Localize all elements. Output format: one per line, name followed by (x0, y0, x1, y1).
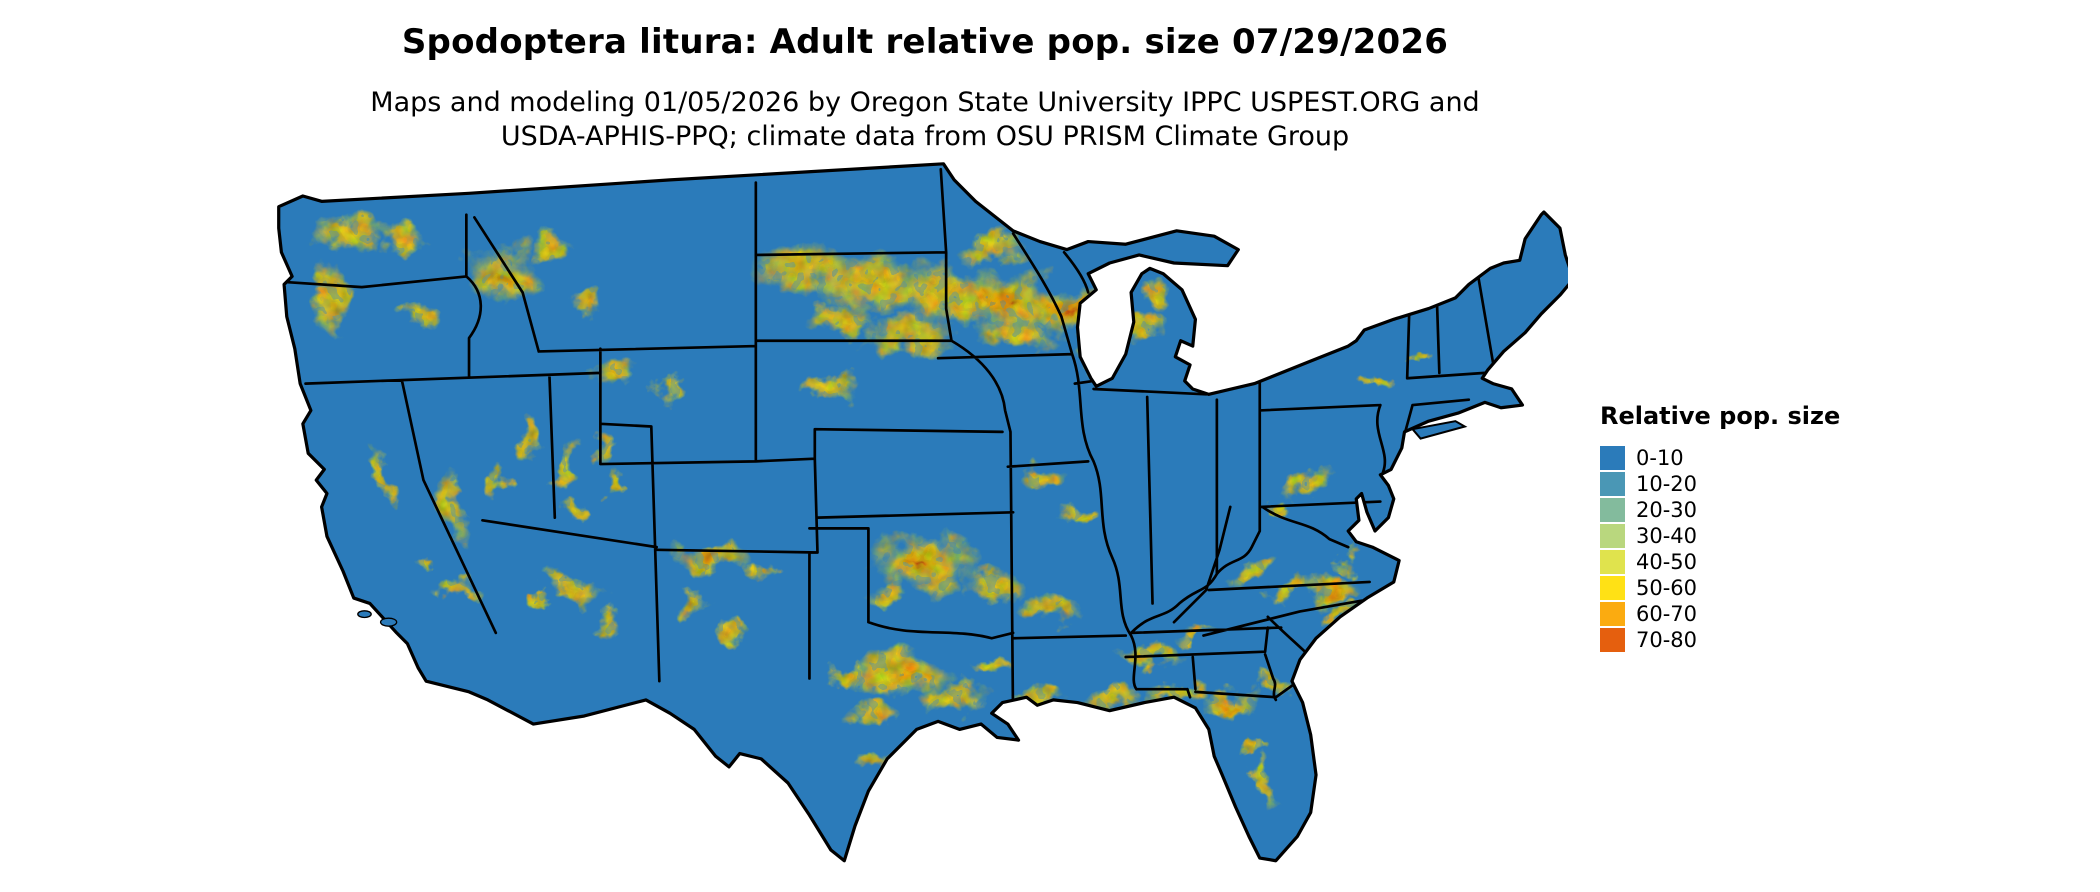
legend-swatch (1600, 576, 1625, 600)
legend-label: 30-40 (1636, 524, 1698, 548)
legend-item: 50-60 (1600, 576, 1840, 600)
us-map-svg (277, 162, 1575, 863)
legend-swatch (1600, 602, 1625, 626)
long-island (1410, 420, 1468, 440)
subtitle-line-2: USDA-APHIS-PPQ; climate data from OSU PR… (500, 120, 1350, 152)
legend-swatch (1600, 472, 1625, 496)
legend-item: 20-30 (1600, 498, 1840, 522)
page-title: Spodoptera litura: Adult relative pop. s… (401, 22, 1449, 62)
map-legend: Relative pop. size 0-10 10-20 20-30 30-40 40… (1600, 402, 1840, 654)
legend-title: Relative pop. size (1600, 402, 1841, 430)
legend-item: 40-50 (1600, 550, 1840, 574)
legend-swatch (1600, 550, 1625, 574)
subtitle-line-1: Maps and modeling 01/05/2026 by Oregon S… (370, 87, 1480, 118)
legend-label: 20-30 (1636, 498, 1698, 522)
legend-item: 10-20 (1600, 472, 1840, 496)
legend-swatch (1600, 524, 1625, 548)
us-outline (277, 162, 1575, 863)
legend-item: 30-40 (1600, 524, 1840, 548)
legend-item: 70-80 (1600, 628, 1840, 652)
legend-label: 50-60 (1636, 576, 1698, 600)
channel-islands (357, 610, 398, 627)
legend-swatch (1600, 628, 1625, 652)
legend-label: 70-80 (1636, 628, 1698, 652)
legend-label: 60-70 (1636, 602, 1698, 626)
legend-item: 60-70 (1600, 602, 1840, 626)
legend-swatch (1600, 498, 1625, 522)
legend-swatch (1600, 446, 1625, 470)
legend-label: 0-10 (1636, 446, 1684, 470)
legend-rows: 0-10 10-20 20-30 30-40 40-50 50-60 60-70 70-80 (1600, 446, 1840, 652)
us-map (268, 160, 1575, 886)
page-subtitle: Maps and modeling 01/05/2026 by Oregon S… (0, 86, 1850, 154)
legend-label: 40-50 (1636, 550, 1698, 574)
legend-label: 10-20 (1636, 472, 1698, 496)
legend-item: 0-10 (1600, 446, 1840, 470)
